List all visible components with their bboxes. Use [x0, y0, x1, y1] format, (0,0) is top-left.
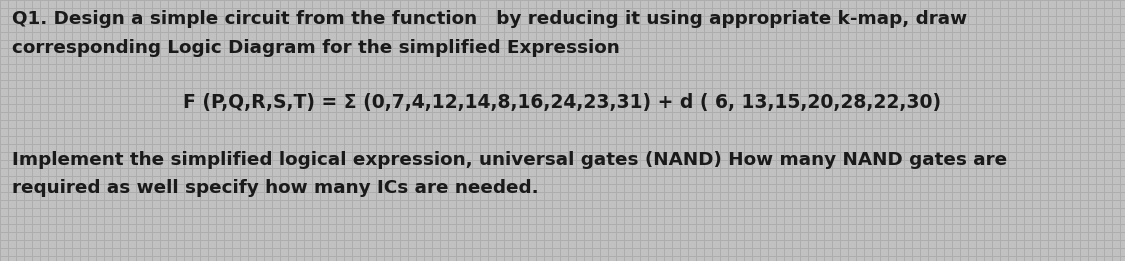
Text: Q1. Design a simple circuit from the function   by reducing it using appropriate: Q1. Design a simple circuit from the fun…	[12, 10, 968, 28]
Text: Implement the simplified logical expression, universal gates (NAND) How many NAN: Implement the simplified logical express…	[12, 151, 1007, 169]
Text: corresponding Logic Diagram for the simplified Expression: corresponding Logic Diagram for the simp…	[12, 39, 620, 57]
Text: F (P,Q,R,S,T) = Σ (0,7,4,12,14,8,16,24,23,31) + d ( 6, 13,15,20,28,22,30): F (P,Q,R,S,T) = Σ (0,7,4,12,14,8,16,24,2…	[183, 93, 942, 112]
Text: required as well specify how many ICs are needed.: required as well specify how many ICs ar…	[12, 179, 539, 197]
